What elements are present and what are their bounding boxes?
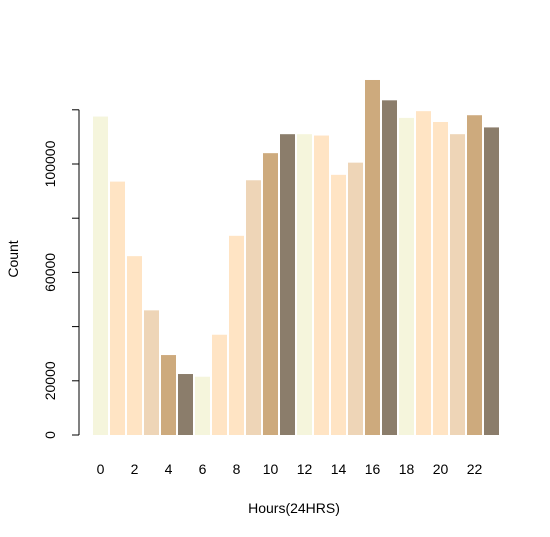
x-tick-label: 20 <box>433 461 449 477</box>
bar-hour-0 <box>93 116 108 435</box>
y-tick-label: 20000 <box>42 361 58 400</box>
x-tick-label: 10 <box>263 461 279 477</box>
x-tick-label: 4 <box>165 461 173 477</box>
bar-hour-18 <box>399 117 414 436</box>
y-tick-label: 0 <box>42 431 58 439</box>
bar-hour-11 <box>280 134 295 435</box>
x-tick-label: 2 <box>131 461 139 477</box>
bar-hour-2 <box>127 256 142 435</box>
x-tick-label: 6 <box>199 461 207 477</box>
x-tick-label: 8 <box>233 461 241 477</box>
bar-hour-7 <box>212 334 227 435</box>
bar-hour-8 <box>229 235 244 435</box>
x-tick-label: 16 <box>365 461 381 477</box>
bar-hour-6 <box>195 376 210 435</box>
y-tick-label: 100000 <box>42 140 58 187</box>
y-axis-label: Count <box>5 240 21 277</box>
bar-hour-5 <box>178 374 193 435</box>
bar-hour-23 <box>484 127 499 435</box>
x-tick-label: 14 <box>331 461 347 477</box>
bar-hour-22 <box>467 115 482 435</box>
bar-hour-9 <box>246 180 261 435</box>
x-tick-label: 22 <box>467 461 483 477</box>
x-tick-label: 12 <box>297 461 313 477</box>
bars-group <box>93 79 499 436</box>
x-tick-label: 18 <box>399 461 415 477</box>
x-axis-label: Hours(24HRS) <box>248 500 340 516</box>
bar-hour-4 <box>161 355 176 435</box>
bar-hour-15 <box>348 162 363 435</box>
x-tick-label: 0 <box>97 461 105 477</box>
x-tick-labels: 0 2 4 6 8 10 12 14 16 18 20 22 <box>97 461 483 477</box>
bar-hour-14 <box>331 174 346 435</box>
bar-hour-13 <box>314 135 329 436</box>
bar-hour-21 <box>450 134 465 435</box>
bar-hour-3 <box>144 310 159 435</box>
bar-hour-17 <box>382 100 397 435</box>
bar-hour-12 <box>297 134 312 435</box>
bar-hour-19 <box>416 111 431 435</box>
bar-hour-16 <box>365 79 380 436</box>
y-tick-label: 60000 <box>42 253 58 292</box>
bar-hour-10 <box>263 153 278 435</box>
bar-hour-1 <box>110 181 125 435</box>
y-axis: 0 20000 60000 100000 <box>42 109 80 439</box>
bar-hour-20 <box>433 121 448 436</box>
